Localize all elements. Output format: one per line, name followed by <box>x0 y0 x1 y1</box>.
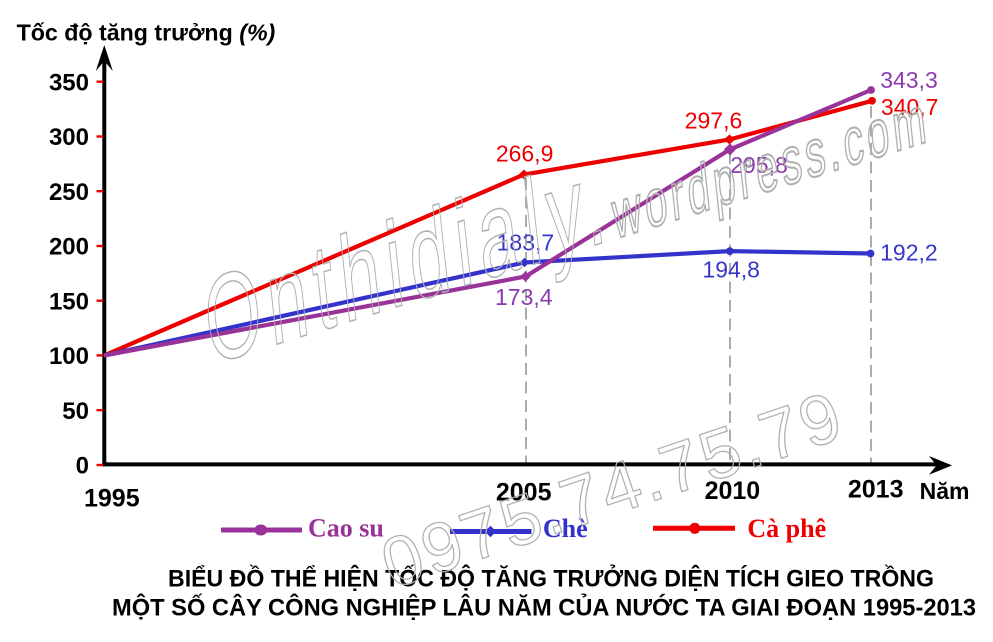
svg-text:194,8: 194,8 <box>702 257 760 283</box>
svg-text:266,9: 266,9 <box>496 141 554 167</box>
svg-text:183,7: 183,7 <box>497 229 555 255</box>
svg-text:340,7: 340,7 <box>881 94 939 120</box>
svg-text:Tốc độ tăng trưởng (%): Tốc độ tăng trưởng (%) <box>17 19 276 45</box>
svg-text:50: 50 <box>62 398 89 425</box>
svg-text:1995: 1995 <box>84 485 140 513</box>
svg-text:150: 150 <box>49 288 89 315</box>
svg-text:Chè: Chè <box>543 514 588 543</box>
svg-text:2010: 2010 <box>705 477 761 505</box>
svg-text:200: 200 <box>49 234 89 261</box>
svg-text:2005: 2005 <box>496 479 552 507</box>
svg-text:BIỂU ĐỒ THỂ HIỆN TỐC ĐỘ TĂNG T: BIỂU ĐỒ THỂ HIỆN TỐC ĐỘ TĂNG TRƯỞNG DIỆN… <box>168 564 934 593</box>
svg-text:300: 300 <box>49 124 89 151</box>
svg-text:295,8: 295,8 <box>730 152 788 178</box>
svg-text:173,4: 173,4 <box>495 284 553 310</box>
svg-text:2013: 2013 <box>848 476 904 504</box>
svg-text:343,3: 343,3 <box>880 67 938 93</box>
svg-text:Cao su: Cao su <box>308 514 384 543</box>
svg-text:250: 250 <box>49 179 89 206</box>
svg-text:Năm: Năm <box>920 478 970 504</box>
svg-text:350: 350 <box>49 69 89 96</box>
svg-text:0: 0 <box>76 453 89 480</box>
svg-text:100: 100 <box>49 343 89 370</box>
svg-text:192,2: 192,2 <box>880 240 938 266</box>
svg-text:MỘT SỐ CÂY CÔNG NGHIỆP LÂU NĂM: MỘT SỐ CÂY CÔNG NGHIỆP LÂU NĂM CỦA NƯỚC … <box>112 593 976 622</box>
svg-text:297,6: 297,6 <box>685 108 743 134</box>
svg-text:Cà phê: Cà phê <box>747 514 826 543</box>
